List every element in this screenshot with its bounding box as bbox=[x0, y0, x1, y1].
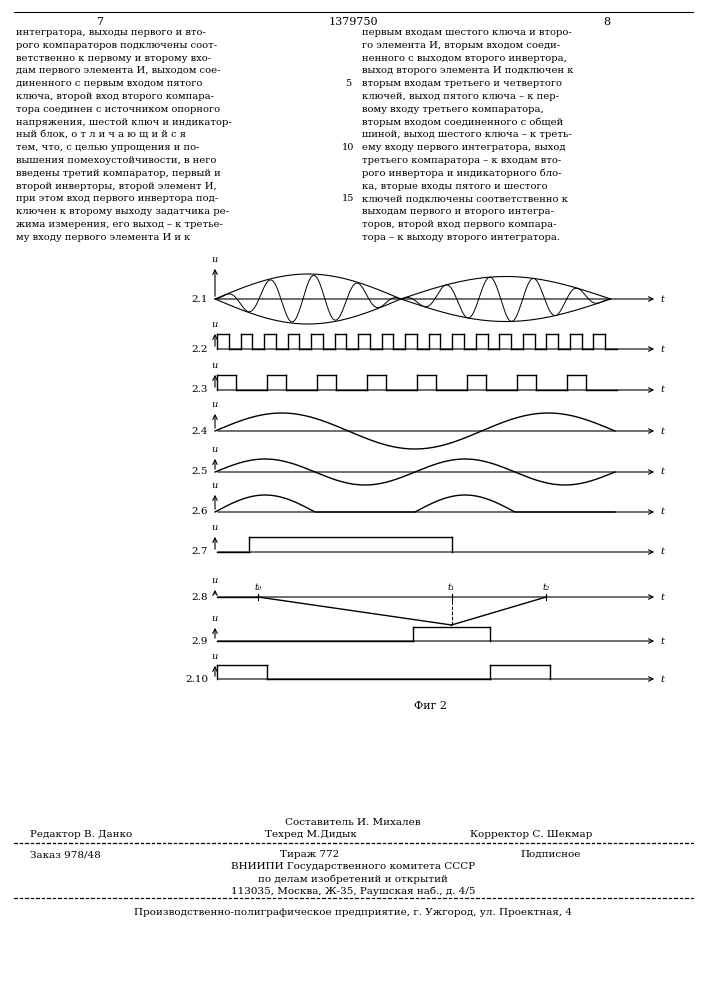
Text: Заказ 978/48: Заказ 978/48 bbox=[30, 850, 101, 859]
Text: ВНИИПИ Государственного комитета СССР: ВНИИПИ Государственного комитета СССР bbox=[231, 862, 475, 871]
Text: третьего компаратора – к входам вто-: третьего компаратора – к входам вто- bbox=[362, 156, 561, 165]
Text: го элемента И, вторым входом соеди-: го элемента И, вторым входом соеди- bbox=[362, 41, 560, 50]
Text: Производственно-полиграфическое предприятие, г. Ужгород, ул. Проектная, 4: Производственно-полиграфическое предприя… bbox=[134, 908, 572, 917]
Text: шиной, выход шестого ключа – к треть-: шиной, выход шестого ключа – к треть- bbox=[362, 130, 572, 139]
Text: t₁: t₁ bbox=[448, 583, 455, 592]
Text: Техред М.Дидык: Техред М.Дидык bbox=[265, 830, 357, 839]
Text: рого компараторов подключены соот-: рого компараторов подключены соот- bbox=[16, 41, 217, 50]
Text: 113035, Москва, Ж-35, Раушская наб., д. 4/5: 113035, Москва, Ж-35, Раушская наб., д. … bbox=[230, 886, 475, 896]
Text: u: u bbox=[211, 361, 217, 370]
Text: 10: 10 bbox=[341, 143, 354, 152]
Text: дам первого элемента И, выходом сое-: дам первого элемента И, выходом сое- bbox=[16, 66, 221, 75]
Text: вторым входам третьего и четвертого: вторым входам третьего и четвертого bbox=[362, 79, 562, 88]
Text: введены третий компаратор, первый и: введены третий компаратор, первый и bbox=[16, 169, 221, 178]
Text: t: t bbox=[660, 592, 664, 601]
Text: 1379750: 1379750 bbox=[328, 17, 378, 27]
Text: u: u bbox=[211, 614, 217, 623]
Text: ключей, выход пятого ключа – к пер-: ключей, выход пятого ключа – к пер- bbox=[362, 92, 559, 101]
Text: 2.1: 2.1 bbox=[192, 294, 208, 304]
Text: выход второго элемента И подключен к: выход второго элемента И подключен к bbox=[362, 66, 573, 75]
Text: 2.2: 2.2 bbox=[192, 344, 208, 354]
Text: ключа, второй вход второго компара-: ключа, второй вход второго компара- bbox=[16, 92, 214, 101]
Text: Редактор В. Данко: Редактор В. Данко bbox=[30, 830, 132, 839]
Text: ключен к второму выходу задатчика ре-: ключен к второму выходу задатчика ре- bbox=[16, 207, 229, 216]
Text: 2.4: 2.4 bbox=[192, 426, 208, 436]
Text: u: u bbox=[211, 481, 217, 490]
Text: тора – к выходу второго интегратора.: тора – к выходу второго интегратора. bbox=[362, 233, 560, 242]
Text: t: t bbox=[660, 385, 664, 394]
Text: первым входам шестого ключа и второ-: первым входам шестого ключа и второ- bbox=[362, 28, 572, 37]
Text: 2.5: 2.5 bbox=[192, 468, 208, 477]
Text: 5: 5 bbox=[345, 79, 351, 88]
Text: тем, что, с целью упрощения и по-: тем, что, с целью упрощения и по- bbox=[16, 143, 199, 152]
Text: t: t bbox=[660, 344, 664, 354]
Text: интегратора, выходы первого и вто-: интегратора, выходы первого и вто- bbox=[16, 28, 206, 37]
Text: 7: 7 bbox=[96, 17, 103, 27]
Text: по делам изобретений и открытий: по делам изобретений и открытий bbox=[258, 874, 448, 884]
Text: ключей подключены соответственно к: ключей подключены соответственно к bbox=[362, 194, 568, 203]
Text: рого инвертора и индикаторного бло-: рого инвертора и индикаторного бло- bbox=[362, 169, 561, 178]
Text: вторым входом соединенного с общей: вторым входом соединенного с общей bbox=[362, 118, 563, 127]
Text: t₂: t₂ bbox=[542, 583, 550, 592]
Text: ветственно к первому и второму вхо-: ветственно к первому и второму вхо- bbox=[16, 54, 211, 63]
Text: t: t bbox=[660, 674, 664, 684]
Text: u: u bbox=[211, 400, 217, 409]
Text: 2.8: 2.8 bbox=[192, 592, 208, 601]
Text: Корректор С. Шекмар: Корректор С. Шекмар bbox=[470, 830, 592, 839]
Text: 2.7: 2.7 bbox=[192, 548, 208, 556]
Text: ему входу первого интегратора, выход: ему входу первого интегратора, выход bbox=[362, 143, 566, 152]
Text: 2.9: 2.9 bbox=[192, 637, 208, 646]
Text: напряжения, шестой ключ и индикатор-: напряжения, шестой ключ и индикатор- bbox=[16, 118, 232, 127]
Text: вышения помехоустойчивости, в него: вышения помехоустойчивости, в него bbox=[16, 156, 216, 165]
Text: 2.3: 2.3 bbox=[192, 385, 208, 394]
Text: t: t bbox=[660, 426, 664, 436]
Text: диненного с первым входом пятого: диненного с первым входом пятого bbox=[16, 79, 202, 88]
Text: Фиг 2: Фиг 2 bbox=[414, 701, 447, 711]
Text: жима измерения, его выход – к третье-: жима измерения, его выход – к третье- bbox=[16, 220, 223, 229]
Text: второй инверторы, второй элемент И,: второй инверторы, второй элемент И, bbox=[16, 182, 217, 191]
Text: u: u bbox=[211, 652, 217, 661]
Text: t: t bbox=[660, 468, 664, 477]
Text: ненного с выходом второго инвертора,: ненного с выходом второго инвертора, bbox=[362, 54, 567, 63]
Text: 15: 15 bbox=[341, 194, 354, 203]
Text: 2.10: 2.10 bbox=[185, 674, 208, 684]
Text: u: u bbox=[211, 523, 217, 532]
Text: ка, вторые входы пятого и шестого: ка, вторые входы пятого и шестого bbox=[362, 182, 548, 191]
Text: при этом вход первого инвертора под-: при этом вход первого инвертора под- bbox=[16, 194, 218, 203]
Text: Подписное: Подписное bbox=[520, 850, 580, 859]
Text: Составитель И. Михалев: Составитель И. Михалев bbox=[285, 818, 421, 827]
Text: тора соединен с источником опорного: тора соединен с источником опорного bbox=[16, 105, 220, 114]
Text: му входу первого элемента И и к: му входу первого элемента И и к bbox=[16, 233, 190, 242]
Text: t: t bbox=[660, 637, 664, 646]
Text: 2.6: 2.6 bbox=[192, 508, 208, 516]
Text: u: u bbox=[211, 255, 217, 264]
Text: 8: 8 bbox=[604, 17, 611, 27]
Text: u: u bbox=[211, 445, 217, 454]
Text: Тираж 772: Тираж 772 bbox=[281, 850, 339, 859]
Text: выходам первого и второго интегра-: выходам первого и второго интегра- bbox=[362, 207, 554, 216]
Text: вому входу третьего компаратора,: вому входу третьего компаратора, bbox=[362, 105, 544, 114]
Text: t: t bbox=[660, 294, 664, 304]
Text: ный блок, о т л и ч а ю щ и й с я: ный блок, о т л и ч а ю щ и й с я bbox=[16, 130, 186, 139]
Text: u: u bbox=[211, 576, 217, 585]
Text: t: t bbox=[660, 548, 664, 556]
Text: t₀: t₀ bbox=[255, 583, 262, 592]
Text: t: t bbox=[660, 508, 664, 516]
Text: u: u bbox=[211, 320, 217, 329]
Text: торов, второй вход первого компара-: торов, второй вход первого компара- bbox=[362, 220, 556, 229]
